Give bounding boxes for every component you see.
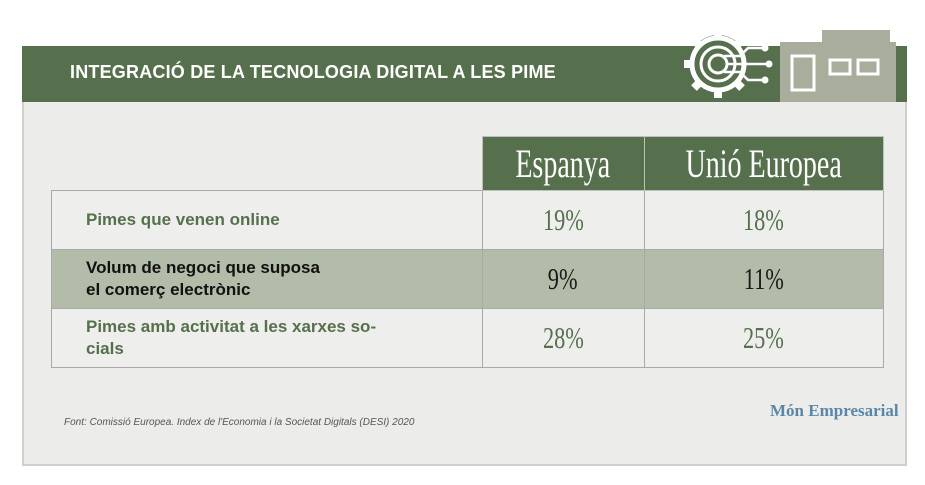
table-cell-value: 18% <box>643 190 884 250</box>
row-label: Pimes amb activitat a les xarxes so-cial… <box>51 308 483 368</box>
table-corner <box>52 137 483 191</box>
table-cell-value: 11% <box>643 249 884 309</box>
row-label: Pimes que venen online <box>51 190 483 250</box>
gear-circuit-icon <box>684 30 773 98</box>
cell-value: 25% <box>743 320 784 355</box>
table-row: Volum de negoci que suposa el comerç elec… <box>51 249 884 309</box>
column-header-label: Unió Europea <box>685 141 842 186</box>
row-label-line: Volum de negoci que suposa <box>86 258 320 277</box>
page-title: INTEGRACIÓ DE LA TECNOLOGIA DIGITAL A LE… <box>70 62 556 82</box>
brand-logo: Món Empresarial <box>770 401 899 420</box>
column-header-unio-europea: Unió Europea <box>643 136 884 191</box>
cell-value: 28% <box>542 320 584 355</box>
row-label-line: el comerç electrònic <box>86 280 251 299</box>
header-illustration <box>684 30 896 102</box>
data-table: Espanya Unió Europea Pimes que venen onl… <box>51 136 884 368</box>
row-label-line: Pimes que venen online <box>86 210 280 229</box>
cell-value: 19% <box>542 202 584 237</box>
cell-value: 11% <box>743 261 784 296</box>
row-label: Volum de negoci que suposa el comerç elec… <box>51 249 483 309</box>
row-label-line: Pimes amb activitat a les xarxes so- <box>86 317 377 336</box>
row-label-line: cials <box>86 339 124 358</box>
cell-value: 9% <box>548 261 578 296</box>
title-bar <box>22 46 907 102</box>
cell-value: 18% <box>743 202 784 237</box>
source-note: Font: Comissió Europea. Index de l'Econo… <box>64 417 415 428</box>
column-header-espanya: Espanya <box>481 136 645 191</box>
table-row: Pimes que venen online 19% 18% <box>51 190 884 250</box>
table-cell-value: 19% <box>481 190 645 250</box>
table-cell-value: 28% <box>481 308 645 368</box>
factory-building-icon <box>780 30 896 102</box>
column-header-label: Espanya <box>515 141 611 186</box>
table-cell-value: 25% <box>643 308 884 368</box>
table-row: Pimes amb activitat a les xarxes so-cial… <box>51 308 884 368</box>
table-cell-value: 9% <box>481 249 645 309</box>
